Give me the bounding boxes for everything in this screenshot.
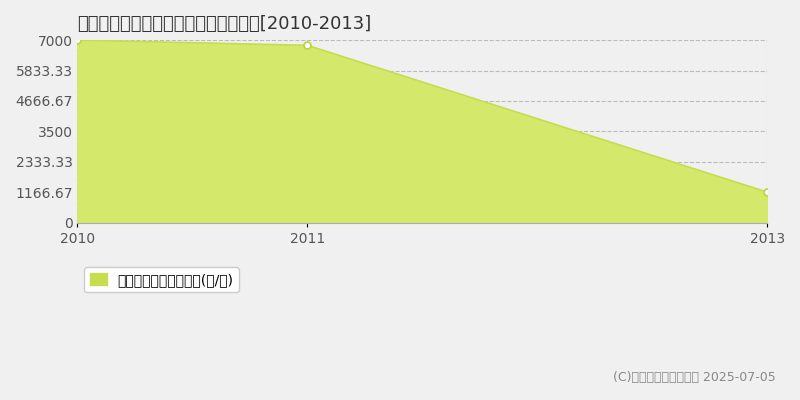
Point [71,37,84,43]
Point [761,189,774,195]
Legend: 林地価格　平均嵪単価(円/嵪): 林地価格 平均嵪単価(円/嵪) [84,267,239,292]
Text: (C)土地価格ドットコム 2025-07-05: (C)土地価格ドットコム 2025-07-05 [614,371,776,384]
Text: 東白川郡棚倉町天王内　林地価格推移[2010-2013]: 東白川郡棚倉町天王内 林地価格推移[2010-2013] [78,15,372,33]
Point [301,42,314,48]
